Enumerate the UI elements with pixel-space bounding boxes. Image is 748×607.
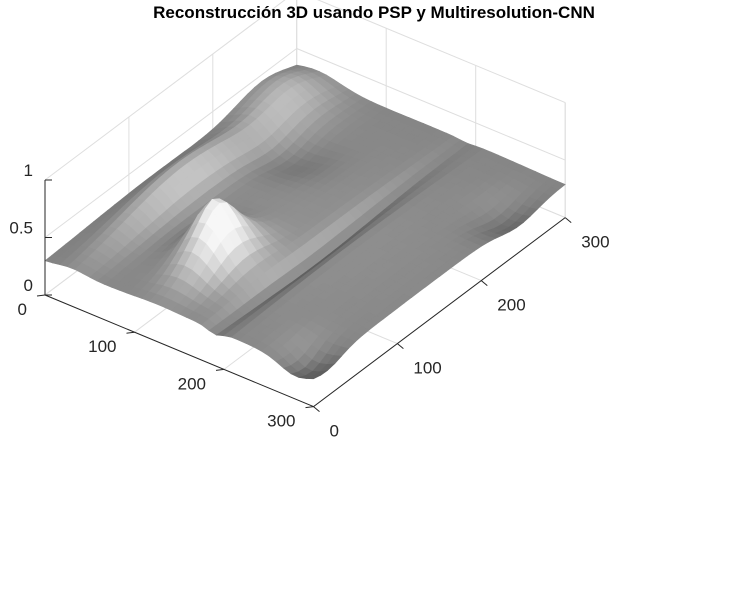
x-tick-label: 300: [267, 412, 295, 431]
y-tick-label: 300: [581, 233, 609, 252]
y-tick-label: 200: [497, 296, 525, 315]
y-tick: [480, 280, 488, 286]
surface: [44, 64, 566, 380]
axes: 0 100 200 300 0 100 200 300 0 0.5 1: [9, 161, 609, 441]
grid-line: [296, 48, 566, 161]
grid-line: [317, 0, 566, 104]
x-tick-label: 200: [178, 374, 206, 393]
x-tick: [36, 294, 46, 297]
x-tick: [126, 331, 135, 334]
z-tick-label: 0: [24, 276, 33, 295]
x-tick-label: 100: [88, 337, 116, 356]
x-tick-label: 0: [18, 300, 27, 319]
y-tick-label: 100: [413, 359, 441, 378]
chart-title: Reconstrucción 3D usando PSP y Multireso…: [153, 3, 595, 22]
y-tick: [313, 406, 320, 412]
z-tick-label: 1: [24, 161, 33, 180]
surface-patch: [305, 375, 321, 380]
x-tick: [215, 368, 225, 371]
y-tick-label: 0: [330, 422, 339, 441]
x-tick: [305, 406, 314, 409]
y-tick: [564, 217, 572, 223]
x-axis: [44, 294, 314, 408]
y-tick: [397, 343, 404, 349]
y-axis: [313, 217, 566, 407]
grid-line: [44, 48, 298, 238]
z-tick-label: 0.5: [9, 219, 33, 238]
grid-line: [44, 0, 286, 181]
